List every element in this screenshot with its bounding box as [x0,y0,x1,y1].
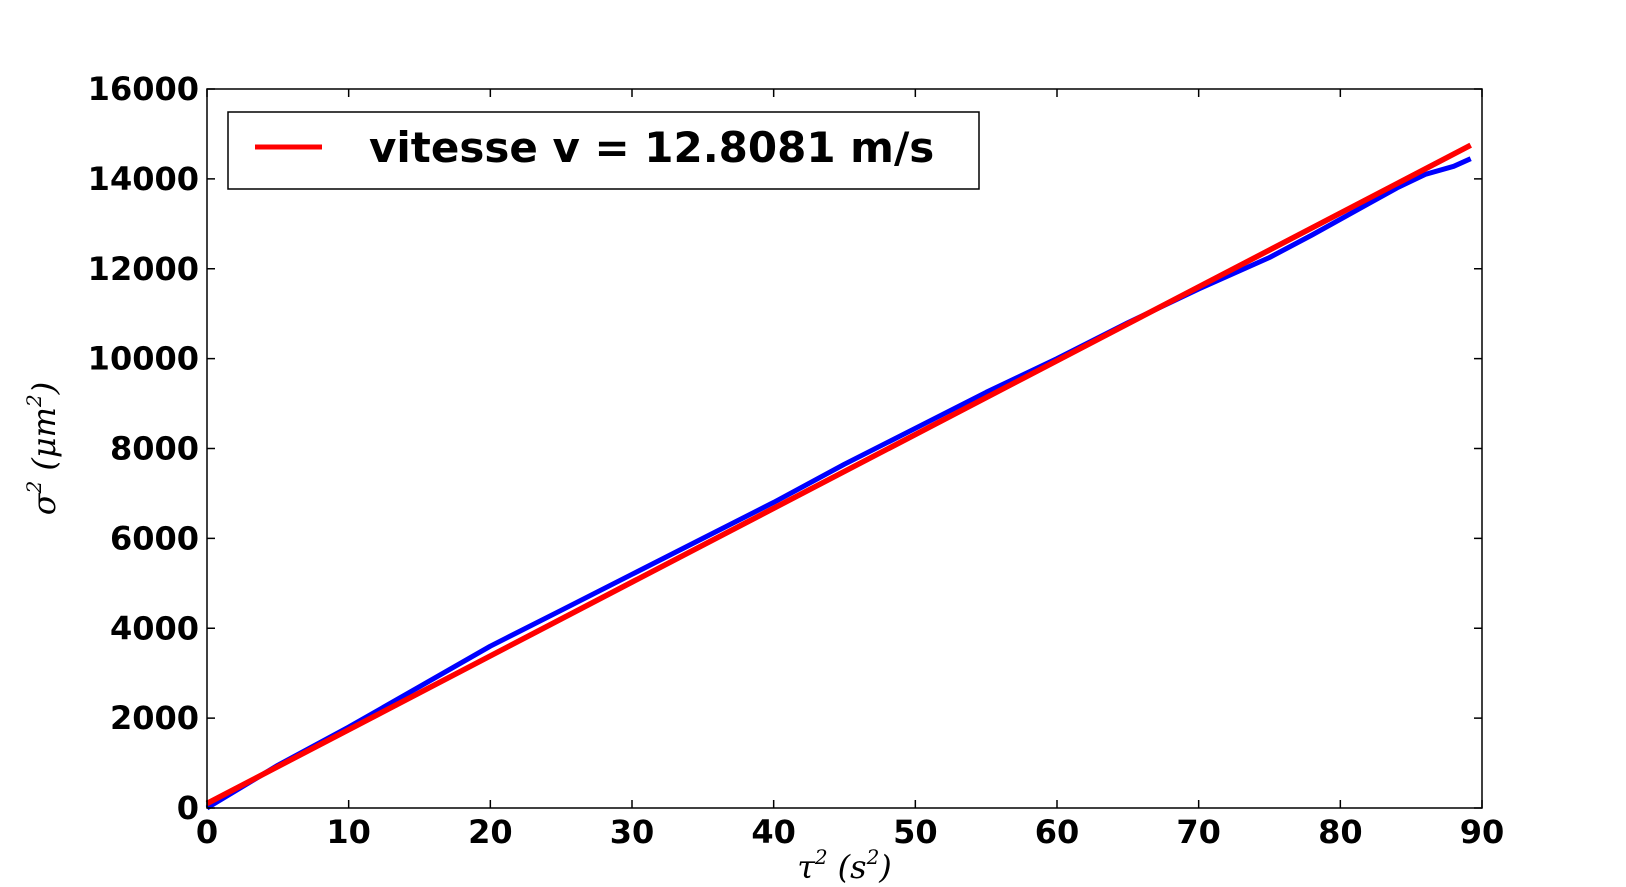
y-tick-label: 0 [177,789,199,827]
x-tick-label: 20 [468,813,513,851]
y-tick-label: 6000 [110,519,199,557]
legend-box [227,111,980,190]
x-tick-label: 70 [1176,813,1221,851]
y-tick-label: 4000 [110,609,199,647]
data-series-line [205,156,1472,811]
series-layer [205,142,1472,811]
y-axis-label-unit-sup: 2 [22,394,46,408]
x-axis-label-close: ) [878,848,891,886]
x-tick-label: 30 [610,813,655,851]
x-tick-label: 0 [196,813,218,851]
x-tick-label: 90 [1460,813,1505,851]
y-axis-label-base: σ [25,492,63,515]
y-axis-label-unit: (μm [25,407,63,471]
x-axis-label-sup: 2 [814,845,828,869]
x-tick-label: 80 [1318,813,1363,851]
x-tick-label: 40 [751,813,796,851]
y-tick-label: 16000 [88,70,199,108]
y-axis-label: σ2(μm2) [22,382,63,515]
x-axis-label-base: τ [797,848,816,886]
x-axis-label: τ2 (s2) [797,845,892,886]
y-axis-label-close: ) [25,382,63,395]
legend: vitesse v = 12.8081 m/s [227,111,980,190]
ticks-layer: 0 10 20 30 40 50 60 70 80 90 0 2000 4000 6000 8000 1000… [88,70,1505,851]
x-tick-label: 50 [893,813,938,851]
x-tick-label: 10 [326,813,371,851]
x-tick-label: 60 [1035,813,1080,851]
y-axis-label-sup: 2 [22,481,46,495]
y-tick-label: 12000 [88,250,199,288]
y-tick-label: 2000 [110,699,199,737]
y-tick-label: 8000 [110,430,199,468]
y-tick-label: 10000 [88,340,199,378]
fit-series-line [205,142,1472,806]
x-axis-label-unit-sup: 2 [866,845,880,869]
legend-label: vitesse v = 12.8081 m/s [369,123,934,172]
x-axis-label-unit: (s [838,848,867,886]
y-tick-label: 14000 [88,160,199,198]
